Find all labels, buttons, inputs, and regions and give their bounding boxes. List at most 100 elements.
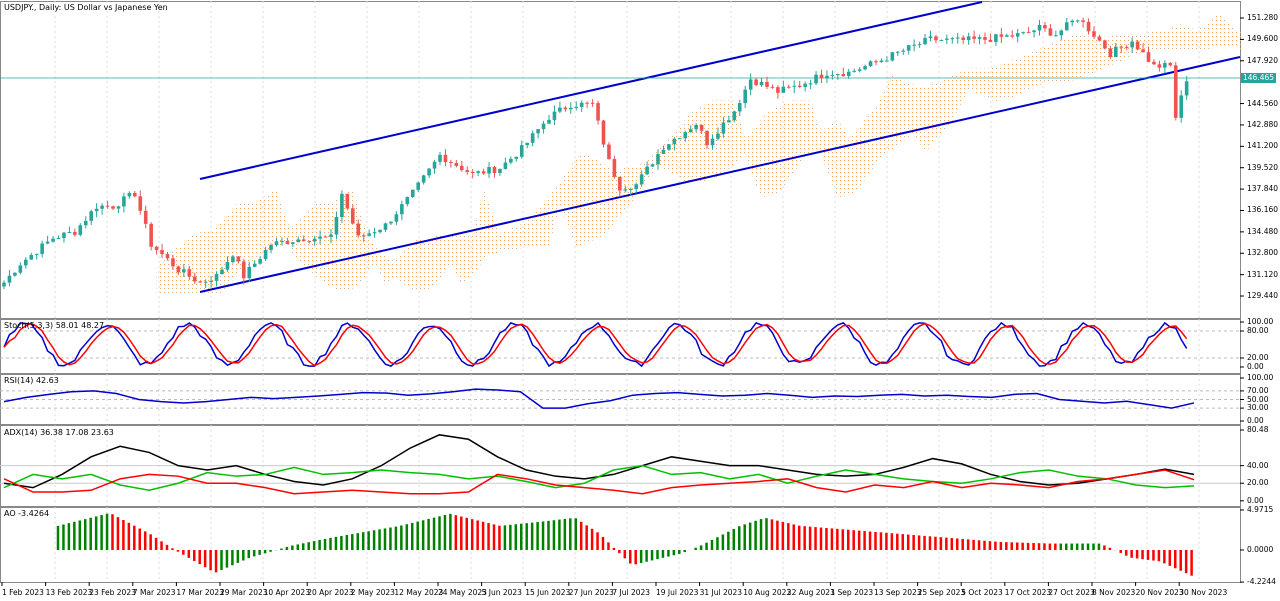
candle-body — [45, 241, 50, 244]
date-axis-label: 13 Feb 2023 — [45, 588, 93, 597]
candle-body — [470, 171, 475, 173]
date-axis-label: 27 Oct 2023 — [1048, 588, 1095, 597]
candle-body — [503, 162, 508, 170]
candle-body — [247, 266, 252, 279]
candle-body — [389, 221, 393, 224]
candle-body — [51, 238, 55, 242]
candle-body — [231, 256, 235, 263]
candle-body — [449, 162, 453, 164]
candle-body — [73, 231, 77, 235]
candle-body — [590, 102, 595, 104]
candle-body — [519, 145, 524, 157]
date-axis-label: 1 Feb 2023 — [2, 588, 44, 597]
adx-axis-label: 40.00 — [1247, 460, 1269, 470]
candle-body — [165, 254, 170, 259]
candle-body — [836, 73, 840, 75]
candle-body — [296, 239, 301, 243]
candle-body — [694, 124, 698, 130]
candle-body — [509, 158, 513, 163]
candle-body — [1092, 31, 1096, 37]
candle-body — [650, 164, 655, 167]
price-axis-label: 139.520 — [1247, 162, 1279, 172]
date-axis-label: 10 Apr 2023 — [263, 588, 310, 597]
candle-body — [727, 120, 731, 123]
ao-axis-label: 4.9715 — [1247, 504, 1274, 514]
date-axis-label: 5 Oct 2023 — [961, 588, 1003, 597]
candle-body — [1075, 20, 1080, 22]
candle-body — [569, 107, 573, 110]
stoch-label: Stoch(5,3,3) 58.01 48.27 — [4, 321, 105, 330]
candle-body — [476, 171, 480, 173]
candle-body — [1021, 32, 1025, 34]
candle-body — [852, 70, 856, 72]
candle-body — [1043, 25, 1047, 29]
candle-body — [743, 89, 747, 104]
candle-body — [945, 38, 949, 40]
candle-body — [274, 241, 279, 246]
stoch-signal-line — [3, 322, 1188, 367]
candle-body — [607, 144, 611, 160]
candle-body — [688, 129, 693, 133]
date-axis-label: 20 Apr 2023 — [307, 588, 354, 597]
candle-body — [803, 83, 807, 87]
candle-body — [209, 280, 213, 282]
candle-body — [868, 61, 873, 67]
candle-body — [699, 124, 704, 131]
candle-body — [487, 167, 491, 174]
rsi-axis-label: 50.00 — [1247, 394, 1269, 404]
date-axis-label: 17 Oct 2023 — [1004, 588, 1052, 597]
adx-axis-label: 20.00 — [1247, 478, 1269, 488]
candle-body — [776, 87, 780, 93]
candle-body — [618, 176, 622, 191]
candle-body — [765, 81, 769, 87]
candle-body — [138, 196, 143, 211]
candle-body — [498, 169, 502, 173]
candle-body — [710, 138, 715, 146]
candle-body — [639, 174, 644, 185]
date-axis-label: 8 Nov 2023 — [1092, 588, 1136, 597]
price-axis-label: 131.120 — [1247, 269, 1279, 279]
candle-body — [323, 236, 328, 238]
candle-body — [258, 259, 262, 264]
candle-body — [62, 232, 66, 239]
rsi-axis-label: 30.00 — [1247, 403, 1269, 413]
rsi-axis-label: 0.00 — [1247, 416, 1264, 425]
rsi-label: RSI(14) 42.63 — [4, 376, 59, 385]
candle-body — [220, 269, 224, 275]
adx-axis-label: 80.48 — [1247, 425, 1269, 434]
candle-body — [378, 229, 382, 233]
candle-body — [1179, 95, 1183, 118]
candle-body — [116, 206, 121, 209]
candle-body — [961, 37, 965, 41]
date-axis-label: 2 May 2023 — [350, 588, 395, 597]
candle-body — [781, 86, 786, 93]
candle-body — [857, 69, 862, 71]
price-axis-label: 134.480 — [1247, 226, 1279, 236]
candle-body — [683, 132, 688, 139]
candle-body — [280, 241, 284, 243]
candle-body — [198, 281, 202, 283]
pane-frame — [0, 319, 1241, 374]
candle-body — [1124, 46, 1129, 48]
candle-body — [465, 170, 470, 172]
candle-body — [896, 51, 900, 53]
candle-body — [917, 44, 922, 46]
ao-axis-label: 0.0000 — [1247, 545, 1274, 554]
candle-body — [846, 71, 851, 77]
candle-body — [1064, 22, 1069, 31]
candle-body — [78, 225, 83, 235]
candle-body — [1163, 63, 1167, 68]
candle-body — [127, 193, 132, 197]
candle-body — [367, 233, 371, 236]
candle-body — [939, 39, 944, 41]
candle-body — [890, 52, 895, 61]
candle-body — [89, 211, 93, 221]
candle-body — [94, 208, 99, 212]
candle-body — [574, 106, 579, 108]
candle-body — [923, 38, 927, 45]
candle-body — [716, 133, 720, 139]
candle-body — [285, 241, 290, 244]
candle-body — [214, 274, 219, 281]
date-axis-label: 24 May 2023 — [438, 588, 487, 597]
